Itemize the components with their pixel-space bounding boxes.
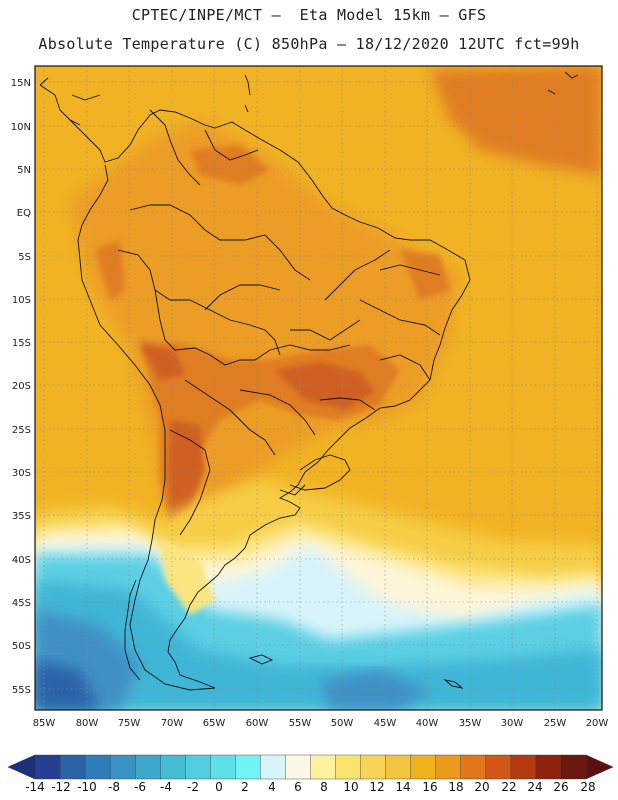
colorbar-label: 20: [474, 780, 490, 794]
colorbar-cell: [84, 754, 111, 780]
lat-tick-label: 55S: [12, 685, 31, 696]
colorbar-label: 14: [395, 780, 411, 794]
lon-tick-label: 70W: [161, 718, 184, 729]
colorbar-right-arrow: [585, 754, 614, 780]
colorbar-cell: [34, 754, 61, 780]
colorbar-cell: [410, 754, 437, 780]
map-title-line2: Absolute Temperature (C) 850hPa – 18/12/…: [38, 35, 580, 53]
colorbar-label: -8: [108, 780, 120, 794]
lat-tick-label: 50S: [12, 641, 31, 652]
lon-tick-label: 65W: [203, 718, 226, 729]
colorbar-label: 0: [215, 780, 223, 794]
colorbar: [7, 754, 614, 780]
colorbar-label: -14: [25, 780, 45, 794]
field-yellow-tongue: [160, 540, 215, 615]
latitude-axis: 15N 10N 5N EQ 5S 10S 15S 20S 25S 30S 35S…: [11, 78, 31, 696]
colorbar-label: 28: [580, 780, 596, 794]
colorbar-cell: [485, 754, 512, 780]
colorbar-label: 18: [448, 780, 464, 794]
colorbar-cell: [109, 754, 136, 780]
lon-tick-label: 30W: [501, 718, 524, 729]
field-hot-peru: [95, 240, 125, 300]
colorbar-label: 8: [320, 780, 328, 794]
lon-tick-label: 40W: [416, 718, 439, 729]
colorbar-cell: [385, 754, 412, 780]
lat-tick-label: 30S: [12, 468, 31, 479]
colorbar-cell: [235, 754, 261, 780]
field-very-hot-bolivia: [140, 345, 185, 380]
colorbar-cell: [185, 754, 211, 780]
lat-tick-label: 15S: [12, 338, 31, 349]
lat-tick-label: 10S: [12, 295, 31, 306]
lon-tick-label: 45W: [374, 718, 397, 729]
field-deep-blue: [35, 660, 100, 710]
lat-tick-label: 10N: [11, 122, 31, 133]
lat-tick-label: 5S: [18, 252, 31, 263]
field-ne-warm: [430, 66, 602, 175]
lat-tick-label: 45S: [12, 598, 31, 609]
lat-tick-label: 20S: [12, 381, 31, 392]
lon-tick-label: 55W: [289, 718, 312, 729]
map-field: [35, 66, 602, 710]
lon-tick-label: 50W: [331, 718, 354, 729]
lat-tick-label: 5N: [17, 165, 31, 176]
map-frame: [34, 65, 603, 711]
colorbar-cell: [285, 754, 312, 780]
field-teal: [35, 580, 602, 710]
lon-tick-label: 75W: [118, 718, 141, 729]
colorbar-cell: [310, 754, 337, 780]
colorbar-label: -10: [77, 780, 97, 794]
colorbar-label: 12: [369, 780, 385, 794]
field-very-hot-andes: [168, 420, 205, 520]
field-hot-ne-brazil: [400, 250, 450, 300]
colorbar-label: 6: [294, 780, 302, 794]
colorbar-left-arrow: [7, 754, 36, 780]
colorbar-label: 26: [553, 780, 569, 794]
colorbar-label: -4: [160, 780, 172, 794]
lat-tick-label: 15N: [11, 78, 31, 89]
colorbar-cell: [335, 754, 362, 780]
colorbar-cell: [460, 754, 487, 780]
map-title-line1: CPTEC/INPE/MCT – Eta Model 15km – GFS: [131, 6, 487, 24]
colorbar-cell: [134, 754, 161, 780]
field-hot-venezuela: [190, 145, 270, 185]
colorbar-label: 10: [343, 780, 359, 794]
lon-tick-label: 20W: [586, 718, 609, 729]
lon-tick-label: 85W: [33, 718, 56, 729]
lat-tick-label: 25S: [12, 425, 31, 436]
colorbar-cell: [435, 754, 462, 780]
lon-tick-label: 35W: [459, 718, 482, 729]
colorbar-cell: [260, 754, 286, 780]
coastlines: [39, 77, 471, 691]
colorbar-label: 24: [527, 780, 543, 794]
colorbar-cell: [535, 754, 562, 780]
lon-tick-label: 60W: [246, 718, 269, 729]
longitude-axis: 85W 80W 75W 70W 65W 60W 55W 50W 45W 40W …: [33, 718, 609, 729]
islands: [244, 71, 579, 689]
colorbar-cell: [160, 754, 186, 780]
lat-tick-label: 35S: [12, 511, 31, 522]
colorbar-cell: [510, 754, 537, 780]
lat-tick-label: EQ: [17, 208, 31, 219]
colorbar-cell: [360, 754, 387, 780]
colorbar-label: -2: [187, 780, 199, 794]
colorbar-label: -6: [134, 780, 146, 794]
colorbar-cell: [210, 754, 236, 780]
lon-tick-label: 80W: [76, 718, 99, 729]
lon-tick-label: 25W: [544, 718, 567, 729]
colorbar-label: 22: [501, 780, 517, 794]
colorbar-cell: [59, 754, 86, 780]
colorbar-label: 4: [268, 780, 276, 794]
graticule: [35, 66, 602, 710]
colorbar-label: 2: [241, 780, 249, 794]
field-very-hot-brazil: [275, 362, 375, 410]
colorbar-label: 16: [422, 780, 438, 794]
colorbar-label: -12: [51, 780, 71, 794]
colorbar-cell: [560, 754, 587, 780]
field-blue-southeast: [320, 670, 430, 710]
lat-tick-label: 40S: [12, 555, 31, 566]
